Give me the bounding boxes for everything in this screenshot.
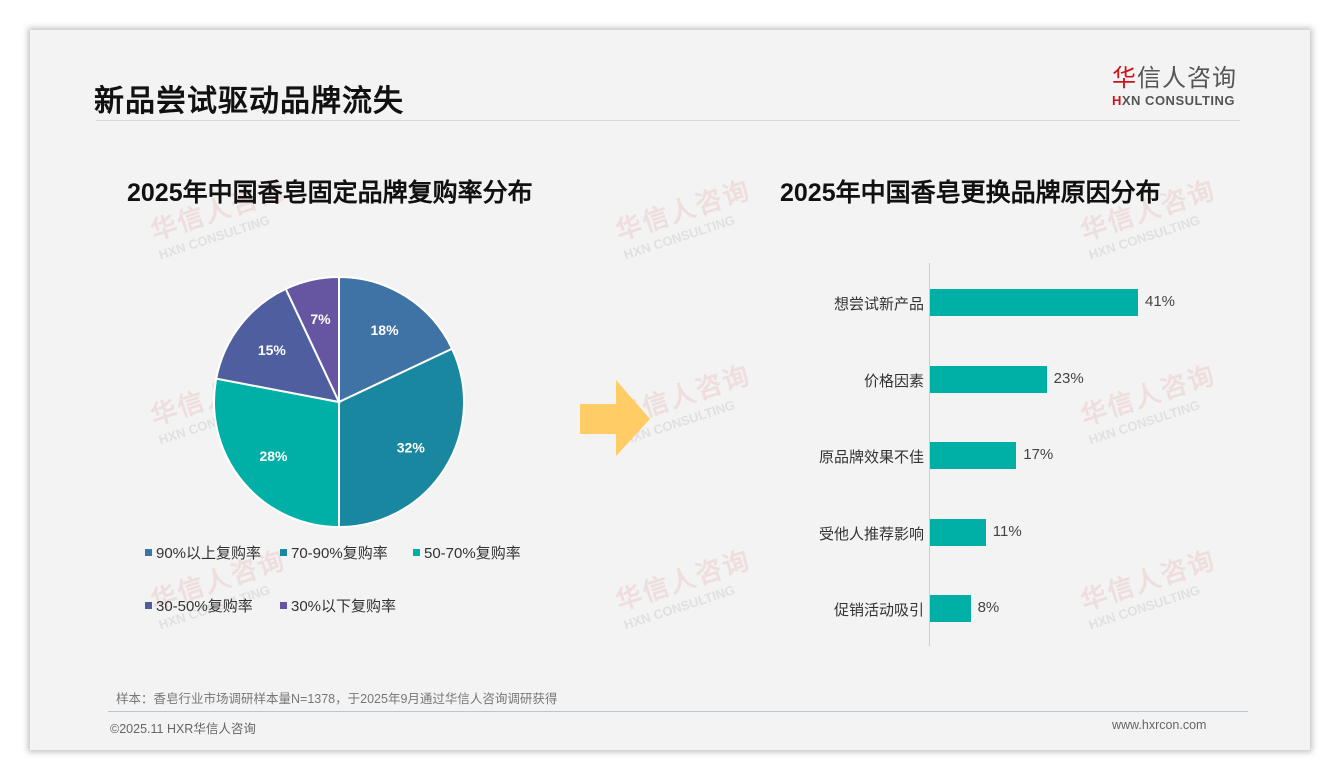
pie-slice-label: 28% xyxy=(259,448,288,464)
legend-swatch xyxy=(145,549,152,556)
bar-row: 想尝试新产品 41% xyxy=(770,289,1220,316)
pie-slice xyxy=(213,377,340,529)
pie-slice-label: 7% xyxy=(310,311,331,327)
logo-cn-rest: 信人咨询 xyxy=(1137,65,1237,92)
company-logo: 华信人咨询 HXN CONSULTING xyxy=(1112,65,1237,109)
bar-value-label: 17% xyxy=(1023,446,1054,463)
bar-category-label: 价格因素 xyxy=(863,372,924,390)
footer-divider xyxy=(108,711,1248,712)
bar-value-label: 41% xyxy=(1145,293,1176,310)
bar-chart-title: 2025年中国香皂更换品牌原因分布 xyxy=(780,179,1161,207)
bar xyxy=(930,442,1017,469)
page-title: 新品尝试驱动品牌流失 xyxy=(94,85,404,118)
bar xyxy=(930,595,971,622)
pie-chart: 18% 32% 28% 15% 7% xyxy=(213,275,465,529)
slide: 新品尝试驱动品牌流失 华信人咨询 HXN CONSULTING 华信人咨询 HXN… xyxy=(30,30,1310,750)
bar-category-label: 受他人推荐影响 xyxy=(818,525,924,543)
bar-category-label: 原品牌效果不佳 xyxy=(818,449,924,466)
logo-en-first: H xyxy=(1112,93,1122,108)
pie-slice-label: 18% xyxy=(371,322,400,338)
bar-value-label: 8% xyxy=(977,599,1000,616)
website-link[interactable]: www.hxrcon.com xyxy=(1112,718,1207,732)
title-divider xyxy=(96,120,1240,121)
legend-swatch xyxy=(280,549,287,556)
pie-slice xyxy=(284,275,340,403)
bar-value-label: 23% xyxy=(1053,369,1084,387)
bar-category-label: 想尝试新产品 xyxy=(833,296,924,313)
arrow-right-icon xyxy=(580,380,650,456)
sample-note: 样本：香皂行业市场调研样本量N=1378，于2025年9月通过华信人咨询调研获得 xyxy=(116,692,558,706)
bar-row: 受他人推荐影响 11% xyxy=(770,518,1220,546)
copyright: ©2025.11 HXR华信人咨询 xyxy=(110,722,256,736)
bar xyxy=(930,289,1138,316)
bar-row: 促销活动吸引 8% xyxy=(770,595,1220,622)
pie-slice-label: 15% xyxy=(258,342,287,358)
legend-item: 90%以上复购率 xyxy=(145,542,261,563)
legend-swatch xyxy=(413,549,420,556)
logo-en-rest: XN CONSULTING xyxy=(1121,93,1236,108)
pie-slice xyxy=(215,287,341,404)
bar xyxy=(930,518,986,546)
bar-row: 原品牌效果不佳 17% xyxy=(770,442,1220,469)
bar-row: 价格因素 23% xyxy=(770,365,1220,393)
y-axis-line xyxy=(929,263,930,646)
pie-slice-label: 32% xyxy=(397,440,426,456)
legend-swatch xyxy=(145,602,152,609)
legend-item: 70-90%复购率 xyxy=(280,542,388,563)
pie-slice xyxy=(338,275,454,404)
legend-item: 30%以下复购率 xyxy=(280,595,396,616)
bar-category-label: 促销活动吸引 xyxy=(833,602,924,619)
bar-chart: 想尝试新产品 41% 价格因素 23% 原品牌效果不佳 17% 受他人推荐影响 11% 促销活动… xyxy=(770,260,1220,650)
pie-slice xyxy=(338,347,465,529)
legend-swatch xyxy=(280,602,287,609)
bar xyxy=(930,365,1047,393)
logo-cn-first: 华 xyxy=(1112,65,1137,92)
pie-chart-title: 2025年中国香皂固定品牌复购率分布 xyxy=(127,179,533,207)
bar-value-label: 11% xyxy=(992,522,1022,540)
legend-item: 50-70%复购率 xyxy=(413,542,521,563)
legend-item: 30-50%复购率 xyxy=(145,595,253,616)
